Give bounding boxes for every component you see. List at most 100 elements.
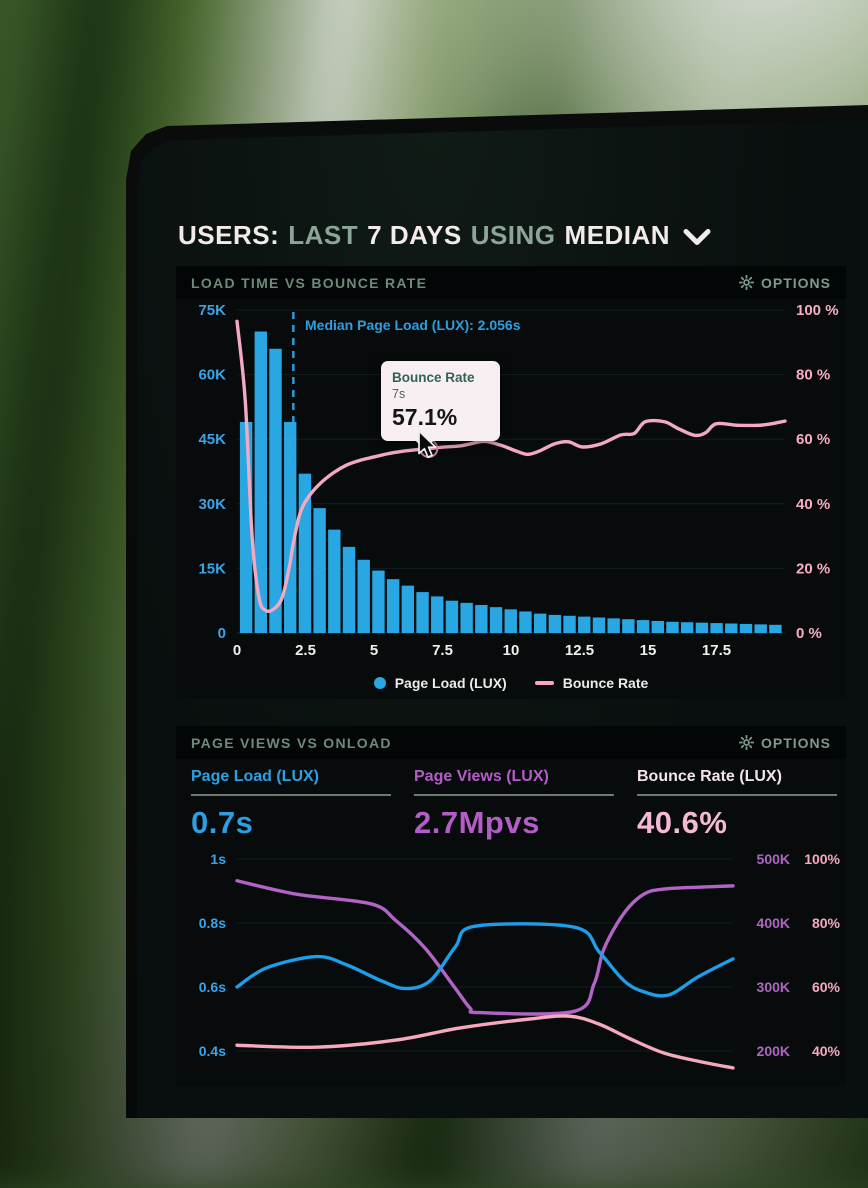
bounce-axis-label: 100% [804,851,840,867]
x-axis-label: 5 [370,642,378,659]
y-axis-right-label: 80 % [796,367,830,384]
page-views-vs-onload-panel: PAGE VIEWS VS ONLOAD OPTIONS Page Load (… [176,726,846,1086]
panel-header: LOAD TIME VS BOUNCE RATE OPTIONS [176,266,846,299]
views-axis-label: 500K [757,851,790,867]
histogram-bar [416,592,429,633]
histogram-bar [710,623,723,633]
options-label: OPTIONS [760,274,831,291]
legend-item: Page Load (LUX) [373,675,507,691]
series-line-views_k [235,879,735,1016]
load-time-vs-bounce-rate-panel: LOAD TIME VS BOUNCE RATE OPTIONS 75K 100 … [176,266,846,699]
x-axis-label: 7.5 [432,642,453,659]
metric-divider [414,794,614,796]
bounce-rate-line [235,319,787,613]
views-axis-label: 400K [757,915,790,931]
metric-value: 0.7s [191,805,254,840]
histogram-bar [680,622,694,633]
histogram-bar [548,614,562,633]
histogram-bar [592,617,606,633]
metric-label: Page Load (LUX) [191,768,320,785]
mouse-cursor [418,430,437,459]
y-axis-left-label: 75K [198,302,226,319]
tooltip-series: Bounce Rate [392,370,475,385]
hover-tooltip: Bounce Rate 7s 57.1% [381,361,500,441]
histogram-bar [519,611,532,633]
histogram-bar [445,600,459,633]
y-axis-right-label: 0 % [796,625,822,642]
metric-label: Bounce Rate (LUX) [637,768,782,785]
x-axis-label: 17.5 [702,642,731,659]
y-axis-left-label: 30K [198,496,226,513]
histogram-bar [460,602,473,633]
bounce-axis-label: 40% [812,1043,841,1059]
metric-divider [191,794,391,796]
page-views-chart[interactable]: 1s 500K 100% 0.8s 400K 80% 0.6s 300K 60% 0.4s 200K… [176,849,846,1085]
x-axis-label: 2.5 [295,642,316,659]
panel-title: PAGE VIEWS VS ONLOAD [191,734,392,751]
histogram-bar [607,618,620,633]
metrics-row: Page Load (LUX) 0.7s Page Views (LUX) 2.… [176,759,846,849]
x-axis-label: 0 [233,642,241,659]
histogram-bar [284,421,297,633]
options-button[interactable]: OPTIONS [738,274,831,291]
series-line-onload_s [235,922,735,998]
histogram-bar [739,623,753,633]
bounce-axis-label: 60% [812,979,841,995]
metric-divider [637,794,837,796]
x-axis-label: 12.5 [565,642,594,659]
histogram-bar [342,546,356,633]
histogram-bar [431,596,444,633]
y-axis-left-label: 15K [198,560,226,577]
page-load-marker [373,677,386,689]
histogram-bar [475,605,488,633]
histogram-bar [563,615,576,633]
histogram-bar [328,529,341,633]
histogram-bar [754,624,767,633]
y-axis-left-label: 60K [198,367,226,384]
chart-legend: Page Load (LUX) Bounce Rate [176,667,846,699]
histogram-bar [695,622,709,633]
onload-axis-label: 0.6s [199,979,226,995]
metric-value: 2.7Mpvs [414,805,540,840]
y-axis-right-label: 60 % [796,431,830,448]
histogram-bar [533,613,547,633]
tooltip-value: 57.1% [392,404,458,430]
x-axis-label: 10 [503,642,520,659]
histogram-bar [386,579,400,633]
title-segment: 7 DAYS [367,219,462,250]
load-time-chart[interactable]: 75K 100 % 60K 80 % 45K 60 % 30K 40 % 15K 20 % 0 0 %… [176,299,846,667]
histogram-bar [401,585,415,633]
metric-label: Page Views (LUX) [414,768,549,785]
tooltip-x-value: 7s [392,387,406,401]
histogram-bar [269,348,282,633]
metric-bounce-rate: Bounce Rate (LUX) 40.6% [637,768,837,849]
onload-axis-label: 0.4s [199,1043,226,1059]
metric-page-load: Page Load (LUX) 0.7s [191,768,391,849]
views-axis-label: 200K [757,1043,790,1059]
title-segment: MEDIAN [564,219,671,250]
y-axis-right-label: 40 % [796,496,830,513]
bounce-axis-label: 80% [812,915,841,931]
legend-label: Page Load (LUX) [394,675,507,691]
chevron-down-icon[interactable] [683,228,711,246]
histogram-bar [357,559,370,633]
metric-value: 40.6% [637,805,728,840]
views-axis-label: 300K [757,979,790,995]
options-button[interactable]: OPTIONS [738,734,831,751]
bounce-rate-marker [534,681,554,685]
median-annotation: Median Page Load (LUX): 2.056s [305,317,521,333]
histogram-bar [578,616,591,633]
series-line-bounce_pct [235,1014,735,1070]
gear-icon [738,735,754,750]
y-axis-left-label: 0 [218,625,226,642]
histogram-bar [725,623,738,633]
onload-axis-label: 1s [210,851,226,867]
histogram-bar [622,619,635,633]
y-axis-right-label: 100 % [796,302,839,319]
histogram-bar [769,624,782,633]
onload-axis-label: 0.8s [199,915,226,931]
histogram-bar [666,621,679,633]
histogram-bar [313,508,326,633]
options-label: OPTIONS [760,734,831,751]
y-axis-left-label: 45K [198,431,226,448]
